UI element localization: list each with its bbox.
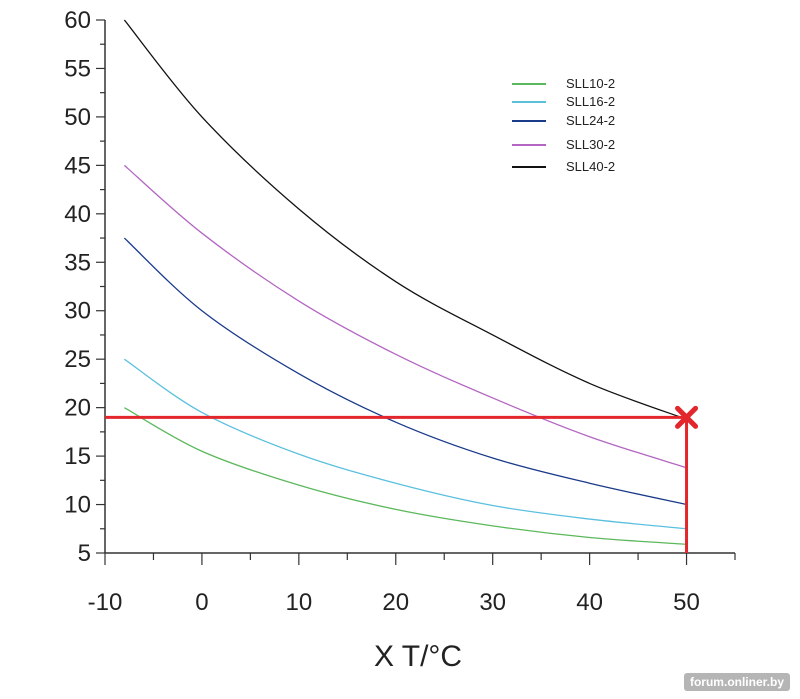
y-tick-label: 55 [64,55,91,82]
y-tick-label: 35 [64,249,91,276]
y-tick-label: 15 [64,443,91,470]
y-tick-label: 20 [64,395,91,422]
annotation-group [105,405,699,553]
x-tick-label: -10 [88,589,123,616]
legend-label-sll40-2: SLL40-2 [566,159,615,174]
legend-label-sll16-2: SLL16-2 [566,94,615,109]
legend-label-sll24-2: SLL24-2 [566,113,615,128]
x-tick-label: 50 [673,589,700,616]
y-tick-label: 45 [64,152,91,179]
y-tick-label: 50 [64,104,91,131]
legend-label-sll30-2: SLL30-2 [566,137,615,152]
y-tick-label: 60 [64,7,91,34]
series-line-sll24-2 [123,237,687,506]
y-ticks: 5 10 15 20 25 30 35 40 45 50 55 60 [64,7,105,567]
x-tick-label: 0 [195,589,208,616]
x-axis-title: X T/°C [374,640,462,673]
series-line-sll10-2 [124,407,687,545]
x-tick-label: 20 [382,589,409,616]
x-tick-label: 10 [285,589,312,616]
watermark: forum.onliner.by [683,673,790,691]
axes: 5 10 15 20 25 30 35 40 45 50 55 60 -10 0 10 20 30 40 50 [64,7,736,616]
y-tick-label: 10 [64,492,91,519]
y-tick-label: 5 [78,540,91,567]
series-line-sll16-2 [124,358,687,530]
x-tick-label: 30 [479,589,506,616]
y-tick-label: 30 [64,298,91,325]
legend-label-sll10-2: SLL10-2 [566,76,615,91]
series-line-sll30-2 [123,164,687,469]
x-tick-label: 40 [576,589,603,616]
series-group [123,19,687,545]
legend: SLL10-2 SLL16-2 SLL24-2 SLL30-2 SLL40-2 [512,76,615,174]
y-tick-label: 40 [64,201,91,228]
y-tick-label: 25 [64,346,91,373]
series-line-sll40-2 [123,19,687,420]
x-ticks: -10 0 10 20 30 40 50 [88,553,736,616]
annotation-x-marker [675,405,699,429]
